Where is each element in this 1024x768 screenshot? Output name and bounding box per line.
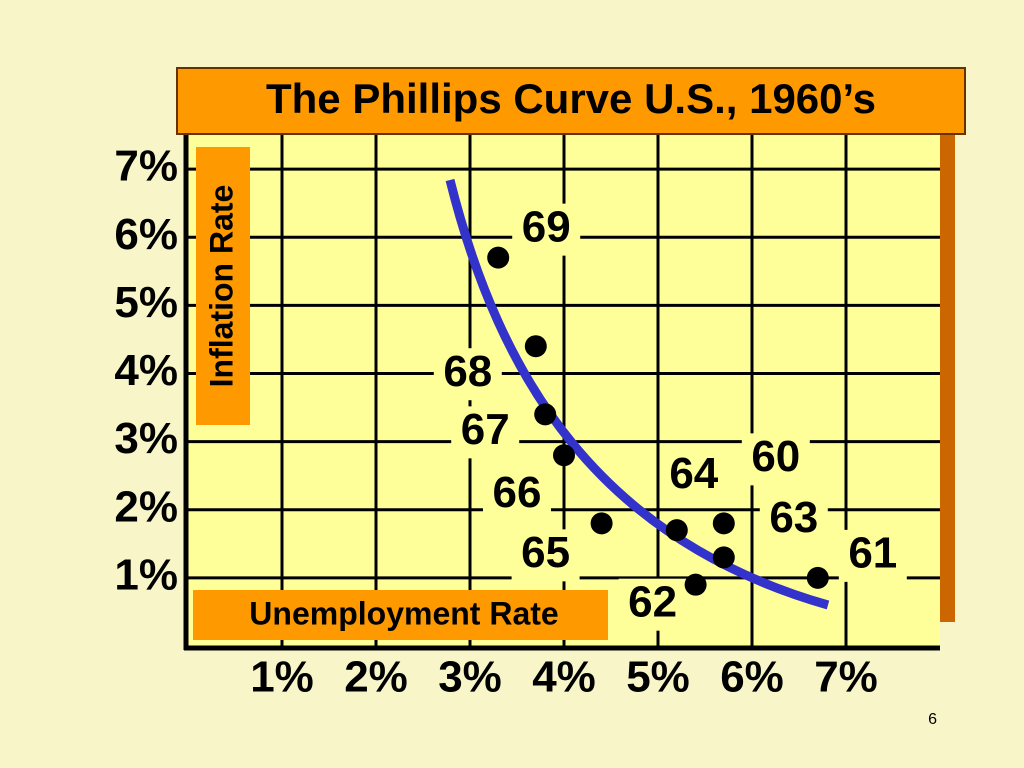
- label-background: [483, 469, 551, 522]
- point-label: 66: [493, 468, 542, 517]
- x-tick-label: 2%: [344, 653, 408, 702]
- y-tick-label: 3%: [114, 414, 178, 463]
- grid: [188, 135, 940, 646]
- point-label: 63: [769, 493, 818, 542]
- y-axis-label: Inflation Rate: [203, 185, 239, 388]
- point: [684, 573, 707, 596]
- point-label: 62: [628, 577, 677, 626]
- label-background: [759, 494, 828, 547]
- label-background: [511, 529, 580, 582]
- label-background: [659, 450, 728, 503]
- point-label: 67: [461, 405, 510, 454]
- phillips-curve: [445, 178, 830, 610]
- y-tick-label: 2%: [114, 482, 178, 531]
- title-box: [176, 67, 966, 135]
- point-label: 65: [521, 528, 570, 577]
- point: [487, 246, 510, 269]
- y-tick-label: 4%: [114, 346, 178, 395]
- slide-number: 6: [928, 711, 937, 728]
- point-label: 61: [848, 528, 897, 577]
- point: [806, 566, 829, 589]
- x-label-box: [193, 590, 608, 640]
- point-label: 60: [751, 432, 800, 481]
- point: [524, 335, 547, 358]
- point: [712, 512, 735, 535]
- y-label-box: [196, 147, 250, 425]
- chart-title: The Phillips Curve U.S., 1960’s: [266, 75, 876, 122]
- x-axis-label: Unemployment Rate: [249, 595, 558, 631]
- y-tick-label: 7%: [114, 142, 178, 191]
- plot-shadow: [940, 135, 955, 622]
- point: [712, 546, 735, 569]
- y-tick-label: 6%: [114, 210, 178, 259]
- point-label: 69: [522, 202, 571, 251]
- label-background: [618, 578, 687, 631]
- points: 69 68 67 66 65 64 60 63 62 61: [433, 202, 907, 631]
- point: [590, 512, 613, 535]
- x-tick-label: 4%: [532, 653, 596, 702]
- point-label: 68: [443, 347, 492, 396]
- label-background: [741, 433, 810, 486]
- label-background: [451, 406, 520, 459]
- label-background: [838, 529, 907, 582]
- x-tick-label: 1%: [250, 653, 314, 702]
- label-background: [512, 203, 581, 256]
- x-tick-label: 6%: [720, 653, 784, 702]
- x-tick-label: 3%: [438, 653, 502, 702]
- x-tick-label: 5%: [626, 653, 690, 702]
- x-tick-label: 7%: [814, 653, 878, 702]
- y-tick-label: 5%: [114, 278, 178, 327]
- point: [553, 444, 575, 467]
- label-background: [433, 348, 502, 401]
- point: [534, 403, 557, 426]
- y-tick-label: 1%: [114, 550, 178, 599]
- point-label: 64: [669, 449, 718, 498]
- point: [665, 519, 688, 542]
